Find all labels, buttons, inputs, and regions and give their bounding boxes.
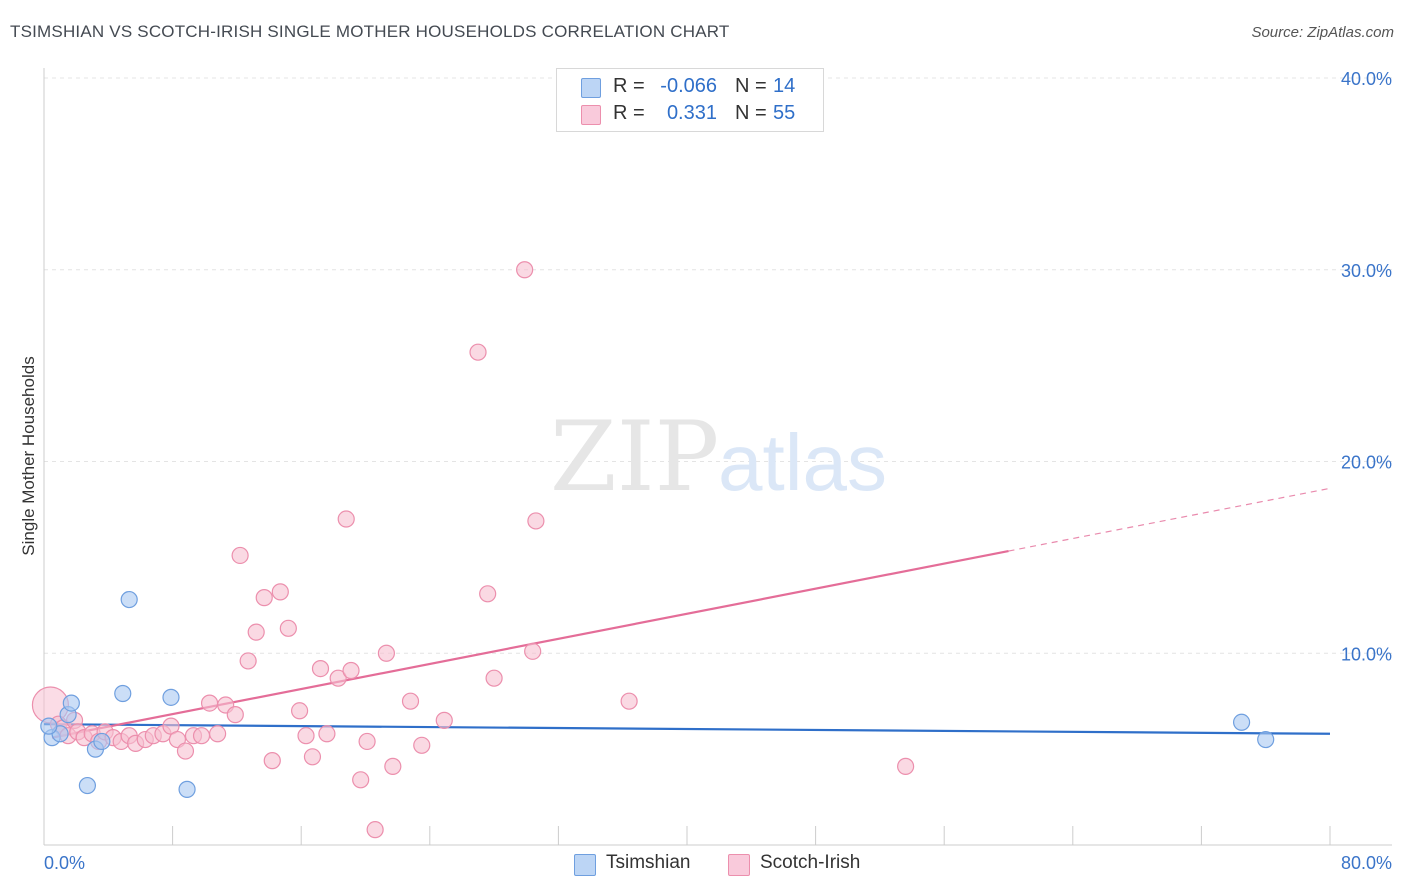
tsimshian-point [1257,730,1275,749]
stats-row-tsimshian: R = -0.066 N = 14 [557,73,823,99]
scotch-irish-point [200,694,219,712]
scotch-irish-point [377,644,395,662]
tsimshian-swatch [574,854,596,876]
scotch-irish-point [897,757,915,775]
r-value: -0.066 [660,75,717,97]
scotch-irish-point [527,512,545,530]
scotch-irish-point [366,821,384,839]
scotch-irish-point [255,589,273,607]
scotch-irish-point [271,583,289,601]
watermark-zip: ZIP [550,401,719,513]
y-tick-label: 30.0% [1341,261,1392,281]
scotch-irish-point [479,585,497,603]
scotch-irish-point [192,727,211,745]
scotch-irish-point [435,711,453,729]
source-credit: Source: ZipAtlas.com [1251,24,1394,41]
r-label: R = [613,102,645,124]
scotch-irish-point [469,343,487,361]
data-points [31,261,1275,839]
y-tick-label: 40.0% [1341,69,1392,89]
scotch-irish-point [620,692,638,710]
n-label: N = [735,75,767,97]
scotch-irish-point [176,742,195,760]
scotch-irish-point [516,261,534,279]
scotch-irish-point [342,661,360,680]
x-tick-label-max: 80.0% [1341,853,1392,873]
tsimshian-point [78,776,97,795]
scotch-irish-trend-extension [1008,487,1331,552]
axes [43,68,1392,846]
tsimshian-point [178,780,196,798]
scotch-irish-point [318,725,336,743]
scotch-irish-point [263,752,281,770]
tsimshian-point [162,688,180,706]
y-tick-label: 20.0% [1341,453,1392,473]
stats-row-scotch-irish: R = 0.331 N = 55 [557,100,823,126]
chart-title: TSIMSHIAN VS SCOTCH-IRISH SINGLE MOTHER … [10,22,730,41]
tick-labels: 10.0% 20.0% 30.0% 40.0% 0.0% 80.0% [44,69,1392,873]
legend-label: Scotch-Irish [760,852,861,873]
scotch-irish-swatch [581,105,601,125]
scotch-irish-point [303,748,322,766]
y-tick-label: 10.0% [1341,644,1392,664]
scotch-irish-point [297,727,315,745]
tsimshian-swatch [581,78,601,98]
y-axis-label: Single Mother Households [19,356,38,555]
tsimshian-point [114,684,132,703]
scotch-irish-point [413,736,431,754]
tsimshian-point [120,590,138,609]
scotch-irish-point [226,706,244,724]
legend-label: Tsimshian [606,852,691,873]
scotch-irish-point [524,642,542,660]
scotch-irish-point [329,669,347,687]
series-legend: Tsimshian Scotch-Irish [0,850,1406,880]
stats-legend: R = -0.066 N = 14 R = 0.331 N = 55 [556,68,824,132]
scotch-irish-point [401,692,420,710]
scotch-irish-point [337,510,355,528]
watermark: ZIP atlas [550,401,887,513]
scotch-irish-point [311,659,330,678]
scotch-irish-swatch [728,854,750,876]
scotch-irish-point [485,669,503,687]
watermark-atlas: atlas [718,418,887,507]
tsimshian-point [93,732,111,751]
scotch-irish-point [290,702,309,720]
scotch-irish-point [231,546,249,565]
scotch-irish-point [239,652,257,670]
tsimshian-point [40,717,58,735]
x-tick-label-min: 0.0% [44,853,85,873]
r-label: R = [613,75,645,97]
gridlines [44,77,1392,654]
trend-lines [43,487,1331,739]
r-value: 0.331 [666,102,717,124]
scotch-irish-point [209,725,227,743]
scotch-irish-point [352,771,370,789]
tsimshian-trend-line [43,723,1331,735]
scotch-irish-point [279,619,297,637]
tsimshian-point [62,694,80,712]
n-value: 55 [773,102,796,124]
scotch-irish-point [358,732,376,751]
scotch-irish-point [247,623,265,641]
n-label: N = [735,102,767,124]
scotch-irish-point [384,757,402,775]
tsimshian-point [1232,713,1251,731]
n-value: 14 [773,75,796,97]
